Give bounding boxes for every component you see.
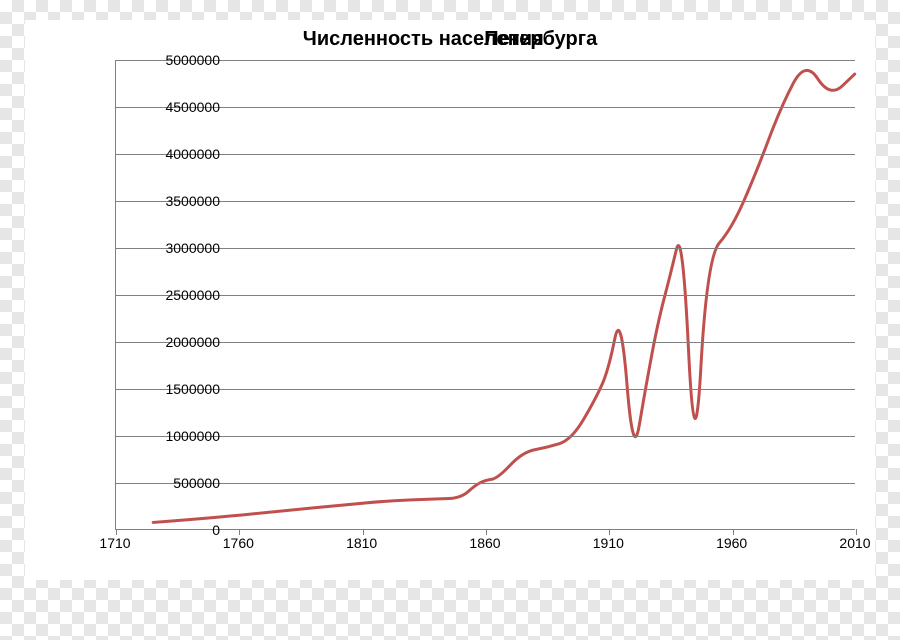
y-tick-label: 4500000 [140, 99, 220, 115]
y-tick-label: 1000000 [140, 428, 220, 444]
y-gridline [116, 389, 855, 390]
chart-panel: Численность населения Петербурга 0 500000… [25, 20, 875, 580]
x-tick-label: 1710 [99, 535, 130, 551]
x-tick-label: 1910 [593, 535, 624, 551]
y-tick-label: 500000 [140, 475, 220, 491]
chart-title-part2: Петербурга [484, 28, 597, 51]
x-tick-label: 2010 [839, 535, 870, 551]
y-tick-label: 1500000 [140, 381, 220, 397]
x-tick-label: 1860 [469, 535, 500, 551]
x-tick-label: 1810 [346, 535, 377, 551]
y-tick-label: 2500000 [140, 287, 220, 303]
y-gridline [116, 248, 855, 249]
population-line [153, 70, 855, 522]
plot-area [115, 60, 855, 530]
y-tick-label: 4000000 [140, 146, 220, 162]
y-tick-label: 5000000 [140, 52, 220, 68]
y-tick-label: 3000000 [140, 240, 220, 256]
y-gridline [116, 201, 855, 202]
x-tick-label: 1960 [716, 535, 747, 551]
y-gridline [116, 436, 855, 437]
y-gridline [116, 342, 855, 343]
y-gridline [116, 295, 855, 296]
y-gridline [116, 107, 855, 108]
y-gridline [116, 483, 855, 484]
x-tick-label: 1760 [223, 535, 254, 551]
y-gridline [116, 60, 855, 61]
y-tick-label: 3500000 [140, 193, 220, 209]
y-tick-label: 2000000 [140, 334, 220, 350]
y-gridline [116, 154, 855, 155]
y-tick-label: 0 [140, 522, 220, 538]
chart-title: Численность населения Петербурга [25, 28, 875, 51]
